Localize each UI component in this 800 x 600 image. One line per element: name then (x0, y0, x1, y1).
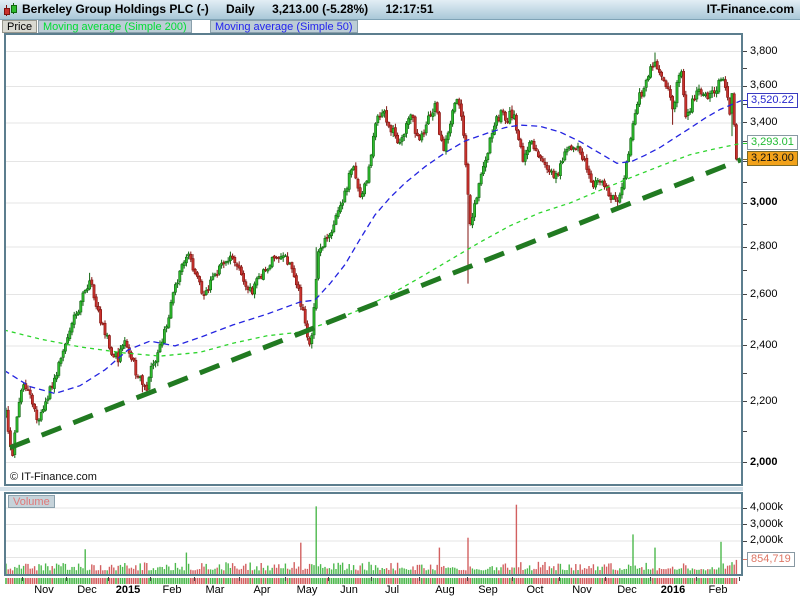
tab-moving-average-200[interactable]: Moving average (Simple 200) (38, 20, 192, 33)
price-axis-tick (743, 202, 747, 204)
instrument-name: Berkeley Group Holdings PLC (-) (22, 2, 209, 16)
volume-chart-canvas[interactable] (6, 494, 741, 574)
month-label-oct: Oct (526, 584, 544, 596)
ma50-value-box: 3,520.22 (747, 92, 798, 108)
month-label-may: May (296, 584, 318, 596)
price-axis-label: 2,600 (750, 287, 778, 300)
last-quote-and-change: 3,213.00 (-5.28%) (272, 2, 369, 16)
price-axis-tick (743, 68, 747, 70)
price-axis-tick (743, 161, 747, 163)
price-axis-label: 3,800 (750, 44, 778, 57)
volume-axis-tick (743, 524, 747, 525)
price-axis-label: 2,000 (750, 455, 778, 468)
volume-axis-tick (743, 540, 747, 542)
price-axis-tick (743, 269, 747, 271)
month-label-feb: Feb (708, 584, 728, 596)
tab-price[interactable]: Price (2, 20, 38, 33)
candlestick-logo-icon (3, 2, 19, 17)
price-axis-label: 2,800 (750, 240, 778, 253)
price-axis-tick (743, 372, 747, 374)
price-axis-label: 3,600 (750, 79, 778, 92)
month-label-2016: 2016 (660, 584, 686, 596)
price-axis-tick (743, 319, 747, 321)
volume-axis-label: 4,000k (750, 501, 784, 513)
price-axis-tick (743, 462, 747, 464)
month-label-nov: Nov (34, 584, 54, 596)
month-label-dec: Dec (77, 584, 97, 596)
ma200-value-box: 3,293.01 (747, 135, 798, 151)
quote-time: 12:17:51 (385, 2, 434, 16)
price-axis-tick (743, 401, 747, 403)
volume-pane[interactable]: Volume (4, 492, 743, 576)
month-label-jun: Jun (340, 584, 358, 596)
month-label-dec: Dec (617, 584, 637, 596)
price-axis-tick (743, 224, 747, 226)
volume-axis-label: 2,000k (750, 534, 784, 546)
price-axis-label: 3,400 (750, 115, 778, 128)
ma50-value-box-tick (743, 100, 747, 102)
tab-moving-average-50[interactable]: Moving average (Simple 50) (210, 20, 358, 33)
timeline-density-strip (5, 578, 738, 584)
price-chart-canvas[interactable] (6, 35, 741, 484)
last-price-box-tick (743, 158, 747, 160)
month-label-nov: Nov (572, 584, 592, 596)
title-bar: Berkeley Group Holdings PLC (-) Daily 3,… (0, 0, 800, 20)
timeframe-label: Daily (226, 2, 255, 16)
price-axis-tick (743, 85, 747, 87)
month-label-mar: Mar (205, 584, 225, 596)
volume-axis-label: 3,000k (750, 517, 784, 530)
price-axis-tick (743, 430, 747, 432)
price-axis-tick (743, 246, 747, 248)
month-label-aug: Aug (435, 584, 455, 596)
price-axis-label: 2,400 (750, 338, 778, 351)
tab-volume[interactable]: Volume (8, 495, 55, 508)
price-axis-tick (743, 103, 747, 105)
month-label-2015: 2015 (115, 584, 141, 596)
price-axis-tick (743, 141, 747, 143)
price-axis-label: 2,200 (750, 394, 778, 407)
last-volume-tick (743, 559, 747, 561)
pane-divider (0, 487, 743, 491)
ma200-value-box-tick (743, 142, 747, 144)
last-price-box: 3,213.00 (747, 151, 798, 167)
price-axis-tick (743, 294, 747, 296)
last-volume-box: 854,719 (747, 551, 795, 567)
price-axis-tick (743, 122, 747, 124)
price-axis-tick (743, 51, 747, 53)
price-axis-label: 3,000 (750, 196, 778, 208)
month-label-sep: Sep (478, 584, 498, 596)
price-pane[interactable]: © IT-Finance.com (4, 33, 743, 486)
month-label-feb: Feb (162, 584, 182, 596)
indicator-tab-row: Price Moving average (Simple 200) Moving… (0, 20, 800, 33)
price-axis-tick (743, 181, 747, 183)
price-axis-tick (743, 345, 747, 347)
month-label-jul: Jul (384, 584, 400, 596)
volume-axis-tick (743, 507, 747, 509)
copyright-watermark: © IT-Finance.com (10, 471, 97, 483)
month-label-apr: Apr (253, 584, 271, 596)
brand-logo-text: IT-Finance.com (706, 2, 794, 16)
